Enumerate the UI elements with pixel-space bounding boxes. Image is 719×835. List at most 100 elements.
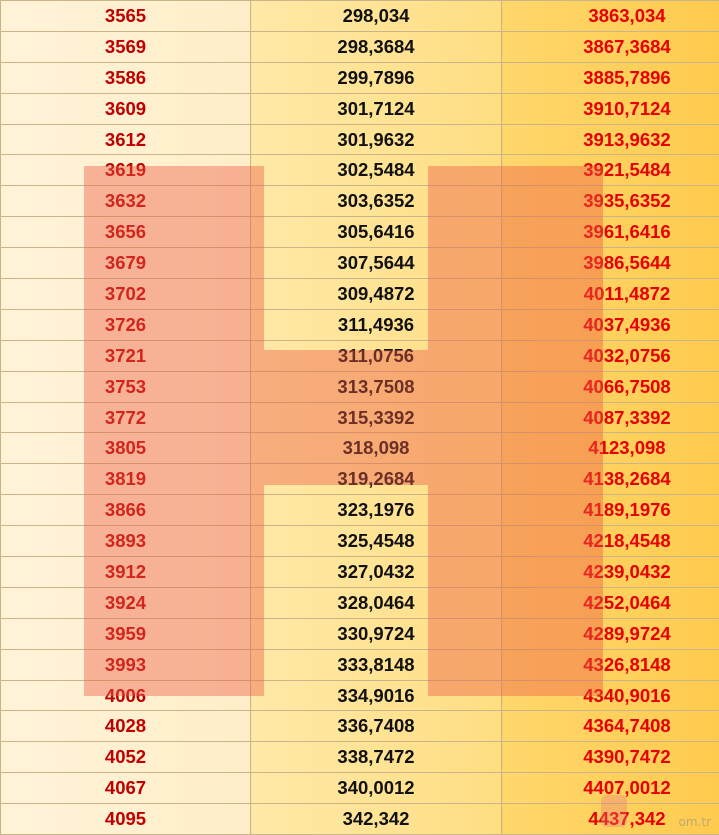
table-row: 3586 299,7896 3885,7896 xyxy=(0,61,719,94)
gross-salary-cell: 3805 xyxy=(0,432,251,465)
increase-amount-cell: 311,4936 xyxy=(250,308,502,341)
new-salary-cell: 4289,9724 xyxy=(501,617,719,650)
new-salary-cell: 3986,5644 xyxy=(501,247,719,280)
table-row: 3805 318,098 4123,098 xyxy=(0,432,719,465)
watermark-logo-icon xyxy=(601,795,627,827)
new-salary-cell: 3867,3684 xyxy=(501,30,719,63)
new-salary-cell: 4138,2684 xyxy=(501,463,719,496)
gross-salary-cell: 3819 xyxy=(0,463,251,496)
new-salary-cell: 4087,3392 xyxy=(501,401,719,434)
increase-amount-cell: 311,0756 xyxy=(250,339,502,372)
increase-amount-cell: 302,5484 xyxy=(250,154,502,187)
increase-amount-cell: 298,3684 xyxy=(250,30,502,63)
gross-salary-cell: 3632 xyxy=(0,185,251,218)
table-row: 4052 338,7472 4390,7472 xyxy=(0,741,719,774)
new-salary-cell: 4037,4936 xyxy=(501,308,719,341)
gross-salary-cell: 4067 xyxy=(0,772,251,805)
table-row: 3656 305,6416 3961,6416 xyxy=(0,216,719,249)
table-row: 4067 340,0012 4407,0012 xyxy=(0,772,719,805)
table-row: 4095 342,342 4437,342 xyxy=(0,803,719,835)
increase-amount-cell: 338,7472 xyxy=(250,741,502,774)
table-row: 3565 298,034 3863,034 xyxy=(0,0,719,32)
new-salary-cell: 4326,8148 xyxy=(501,648,719,681)
gross-salary-cell: 3753 xyxy=(0,370,251,403)
increase-amount-cell: 328,0464 xyxy=(250,586,502,619)
increase-amount-cell: 327,0432 xyxy=(250,556,502,588)
gross-salary-cell: 3619 xyxy=(0,154,251,187)
gross-salary-cell: 3586 xyxy=(0,61,251,94)
new-salary-cell: 3935,6352 xyxy=(501,185,719,218)
increase-amount-cell: 301,9632 xyxy=(250,123,502,156)
increase-amount-cell: 301,7124 xyxy=(250,92,502,125)
table-row: 3924 328,0464 4252,0464 xyxy=(0,586,719,619)
new-salary-cell: 4011,4872 xyxy=(501,278,719,310)
new-salary-cell: 3910,7124 xyxy=(501,92,719,125)
new-salary-cell: 4123,098 xyxy=(501,432,719,465)
increase-amount-cell: 336,7408 xyxy=(250,710,502,743)
gross-salary-cell: 3612 xyxy=(0,123,251,156)
new-salary-cell: 4340,9016 xyxy=(501,679,719,712)
increase-amount-cell: 298,034 xyxy=(250,0,502,32)
gross-salary-cell: 4052 xyxy=(0,741,251,774)
table-row: 3993 333,8148 4326,8148 xyxy=(0,648,719,681)
table-row: 4006 334,9016 4340,9016 xyxy=(0,679,719,712)
gross-salary-cell: 3702 xyxy=(0,278,251,310)
increase-amount-cell: 323,1976 xyxy=(250,494,502,527)
increase-amount-cell: 305,6416 xyxy=(250,216,502,249)
gross-salary-cell: 3912 xyxy=(0,556,251,588)
gross-salary-cell: 3679 xyxy=(0,247,251,280)
table-row: 3721 311,0756 4032,0756 xyxy=(0,339,719,372)
new-salary-cell: 3885,7896 xyxy=(501,61,719,94)
gross-salary-cell: 3924 xyxy=(0,586,251,619)
table-row: 3772 315,3392 4087,3392 xyxy=(0,401,719,434)
table-row: 3959 330,9724 4289,9724 xyxy=(0,617,719,650)
new-salary-cell: 3961,6416 xyxy=(501,216,719,249)
table-row: 3632 303,6352 3935,6352 xyxy=(0,185,719,218)
increase-amount-cell: 307,5644 xyxy=(250,247,502,280)
table-row: 3753 313,7508 4066,7508 xyxy=(0,370,719,403)
gross-salary-cell: 3609 xyxy=(0,92,251,125)
new-salary-cell: 4437,342 xyxy=(501,803,719,835)
gross-salary-cell: 3656 xyxy=(0,216,251,249)
gross-salary-cell: 3866 xyxy=(0,494,251,527)
new-salary-cell: 4252,0464 xyxy=(501,586,719,619)
increase-amount-cell: 309,4872 xyxy=(250,278,502,310)
table-row: 3912 327,0432 4239,0432 xyxy=(0,556,719,588)
gross-salary-cell: 4006 xyxy=(0,679,251,712)
table-row: 3679 307,5644 3986,5644 xyxy=(0,247,719,280)
increase-amount-cell: 315,3392 xyxy=(250,401,502,434)
new-salary-cell: 4032,0756 xyxy=(501,339,719,372)
table-row: 4028 336,7408 4364,7408 xyxy=(0,710,719,743)
increase-amount-cell: 333,8148 xyxy=(250,648,502,681)
table-row: 3619 302,5484 3921,5484 xyxy=(0,154,719,187)
gross-salary-cell: 3893 xyxy=(0,525,251,558)
new-salary-cell: 4218,4548 xyxy=(501,525,719,558)
increase-amount-cell: 340,0012 xyxy=(250,772,502,805)
increase-amount-cell: 313,7508 xyxy=(250,370,502,403)
increase-amount-cell: 325,4548 xyxy=(250,525,502,558)
increase-amount-cell: 318,098 xyxy=(250,432,502,465)
table-row: 3819 319,2684 4138,2684 xyxy=(0,463,719,496)
table-row: 3893 325,4548 4218,4548 xyxy=(0,525,719,558)
new-salary-cell: 4364,7408 xyxy=(501,710,719,743)
new-salary-cell: 4189,1976 xyxy=(501,494,719,527)
new-salary-cell: 3913,9632 xyxy=(501,123,719,156)
gross-salary-cell: 3726 xyxy=(0,308,251,341)
table-row: 3569 298,3684 3867,3684 xyxy=(0,30,719,63)
table-row: 3702 309,4872 4011,4872 xyxy=(0,278,719,310)
gross-salary-cell: 3565 xyxy=(0,0,251,32)
gross-salary-cell: 4095 xyxy=(0,803,251,835)
increase-amount-cell: 330,9724 xyxy=(250,617,502,650)
gross-salary-cell: 3772 xyxy=(0,401,251,434)
increase-amount-cell: 342,342 xyxy=(250,803,502,835)
new-salary-cell: 3863,034 xyxy=(501,0,719,32)
increase-amount-cell: 299,7896 xyxy=(250,61,502,94)
increase-amount-cell: 303,6352 xyxy=(250,185,502,218)
new-salary-cell: 4239,0432 xyxy=(501,556,719,588)
increase-amount-cell: 334,9016 xyxy=(250,679,502,712)
new-salary-cell: 4066,7508 xyxy=(501,370,719,403)
increase-amount-cell: 319,2684 xyxy=(250,463,502,496)
new-salary-cell: 3921,5484 xyxy=(501,154,719,187)
